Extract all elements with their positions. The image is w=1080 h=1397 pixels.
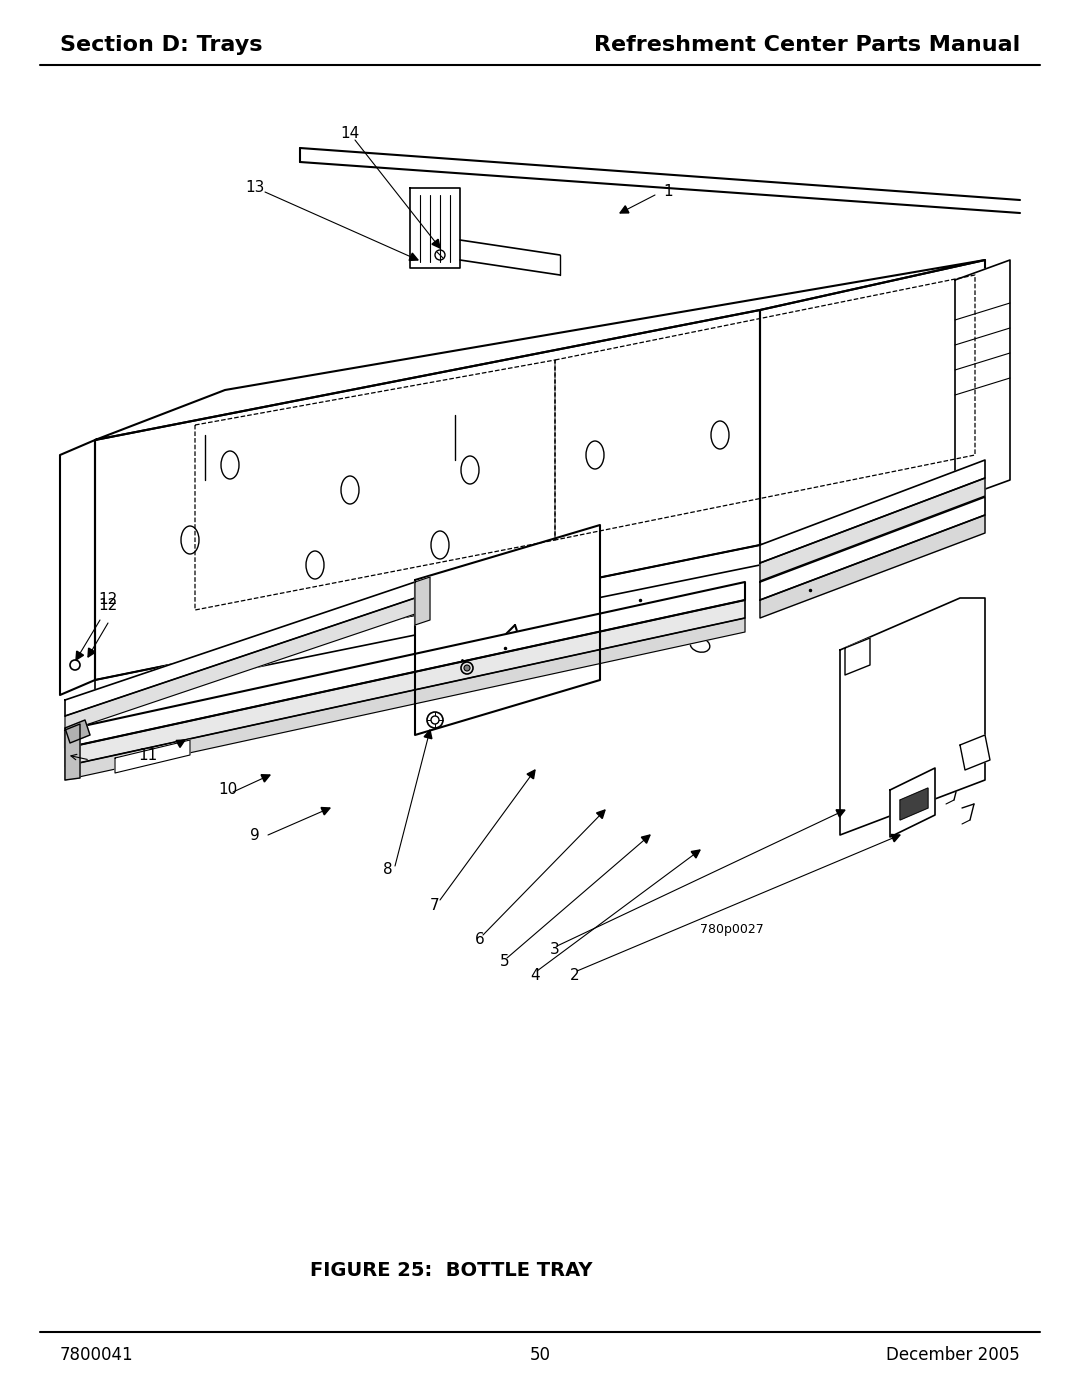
Text: 14: 14	[340, 126, 360, 141]
Polygon shape	[760, 260, 985, 545]
Ellipse shape	[431, 717, 438, 724]
Text: 50: 50	[529, 1345, 551, 1363]
Text: Refreshment Center Parts Manual: Refreshment Center Parts Manual	[594, 35, 1020, 54]
Polygon shape	[415, 525, 600, 735]
Polygon shape	[845, 638, 870, 675]
Polygon shape	[890, 768, 935, 837]
Text: 4: 4	[530, 968, 540, 982]
Text: 13: 13	[245, 180, 265, 196]
Polygon shape	[65, 617, 745, 780]
Polygon shape	[65, 724, 80, 780]
Polygon shape	[410, 189, 460, 268]
Text: 10: 10	[218, 782, 238, 798]
Polygon shape	[955, 260, 1010, 500]
Polygon shape	[65, 599, 745, 766]
Text: 8: 8	[383, 862, 393, 877]
Ellipse shape	[464, 665, 470, 671]
Polygon shape	[415, 577, 430, 624]
Text: 7: 7	[430, 897, 440, 912]
Polygon shape	[527, 770, 535, 778]
Polygon shape	[409, 253, 418, 260]
Polygon shape	[960, 735, 990, 770]
Polygon shape	[87, 648, 95, 657]
Polygon shape	[261, 775, 270, 782]
Polygon shape	[321, 807, 330, 814]
Text: Section D: Trays: Section D: Trays	[60, 35, 262, 54]
Text: FIGURE 25:  BOTTLE TRAY: FIGURE 25: BOTTLE TRAY	[310, 1260, 593, 1280]
Polygon shape	[891, 834, 900, 842]
Text: 780p0027: 780p0027	[700, 923, 764, 936]
Polygon shape	[65, 598, 415, 732]
Polygon shape	[596, 810, 605, 819]
Polygon shape	[176, 740, 185, 747]
Text: 9: 9	[251, 827, 260, 842]
Polygon shape	[114, 740, 190, 773]
Text: 11: 11	[138, 747, 158, 763]
Polygon shape	[65, 583, 415, 717]
Polygon shape	[60, 440, 95, 694]
Text: December 2005: December 2005	[887, 1345, 1020, 1363]
Text: 2: 2	[570, 968, 580, 982]
Text: 12: 12	[98, 598, 118, 612]
Polygon shape	[65, 719, 90, 743]
Polygon shape	[432, 239, 440, 249]
Polygon shape	[76, 651, 83, 659]
Polygon shape	[95, 310, 760, 680]
Polygon shape	[691, 849, 700, 858]
Text: 7800041: 7800041	[60, 1345, 134, 1363]
Polygon shape	[840, 598, 985, 835]
Polygon shape	[65, 583, 745, 747]
Polygon shape	[760, 497, 985, 599]
Polygon shape	[95, 490, 985, 700]
Polygon shape	[760, 478, 985, 581]
Polygon shape	[760, 515, 985, 617]
Text: 3: 3	[550, 943, 559, 957]
Polygon shape	[900, 788, 928, 820]
Text: 12: 12	[98, 592, 118, 608]
Text: 5: 5	[500, 954, 510, 970]
Text: 1: 1	[663, 184, 673, 200]
Polygon shape	[95, 260, 985, 440]
Text: 6: 6	[475, 933, 485, 947]
Polygon shape	[424, 731, 432, 739]
Polygon shape	[760, 460, 985, 563]
Polygon shape	[642, 835, 650, 844]
Polygon shape	[836, 810, 845, 817]
Polygon shape	[620, 205, 629, 212]
